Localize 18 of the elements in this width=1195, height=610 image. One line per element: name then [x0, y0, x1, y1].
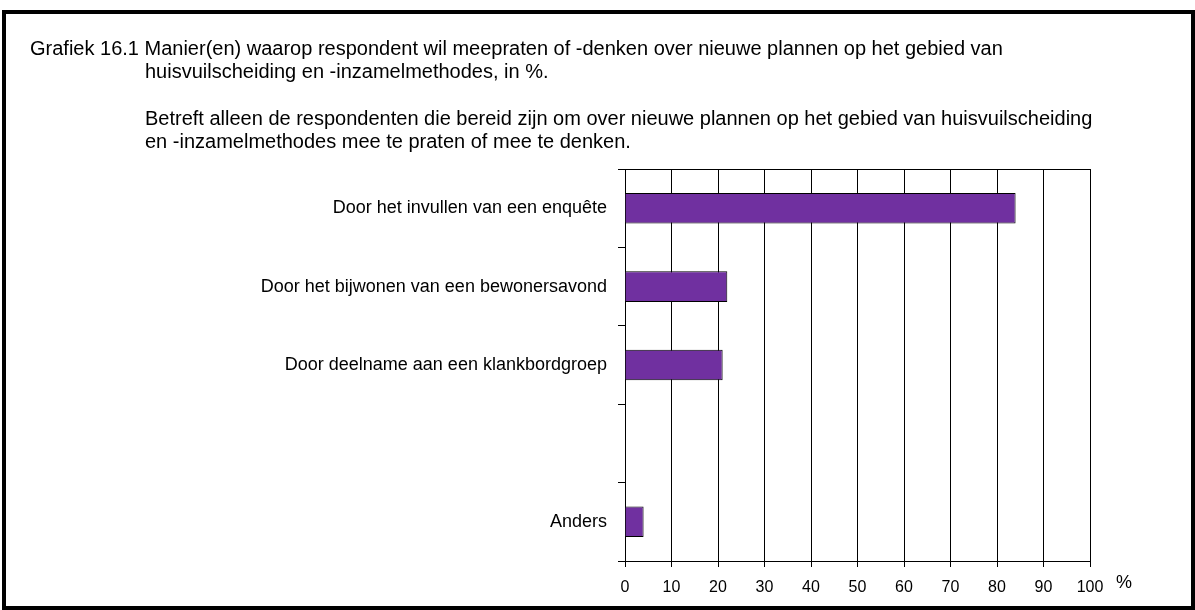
y-tick-label: Door het invullen van een enquête [332, 197, 607, 218]
x-tick-label: 80 [988, 578, 1006, 596]
x-tick-label: 0 [620, 578, 630, 596]
x-axis-title: % [1116, 571, 1133, 592]
y-tick-label: Door deelname aan een klankbordgroep [284, 353, 607, 374]
x-tick-label: 10 [662, 578, 681, 596]
x-tick-label: 20 [709, 578, 727, 596]
y-tick-label: Anders [549, 510, 607, 531]
x-tick-label: 40 [802, 578, 820, 596]
y-tick-label: Door het bijwonen van een bewonersavond [260, 275, 607, 296]
x-tick-label: 30 [755, 578, 774, 596]
chart-title: Grafiek 16.1 Manier(en) waarop respondent wil meepraten of -denken over nieuwe plannen op het gebied van huisvuilscheiding en -inzamelmethodes, in %. [30, 37, 1004, 83]
x-tick-label: 100 [1076, 578, 1104, 596]
x-tick-label: 50 [848, 578, 867, 596]
x-tick-label: 90 [1034, 578, 1053, 596]
x-tick-label: 70 [941, 578, 960, 596]
x-tick-label: 60 [895, 578, 913, 596]
chart-subtitle: Betreft alleen de respondenten die bereid zijn om over nieuwe plannen op het gebied van huisvuilscheiding en -inzamelmethodes mee te praten of mee te denken. [145, 107, 1094, 153]
